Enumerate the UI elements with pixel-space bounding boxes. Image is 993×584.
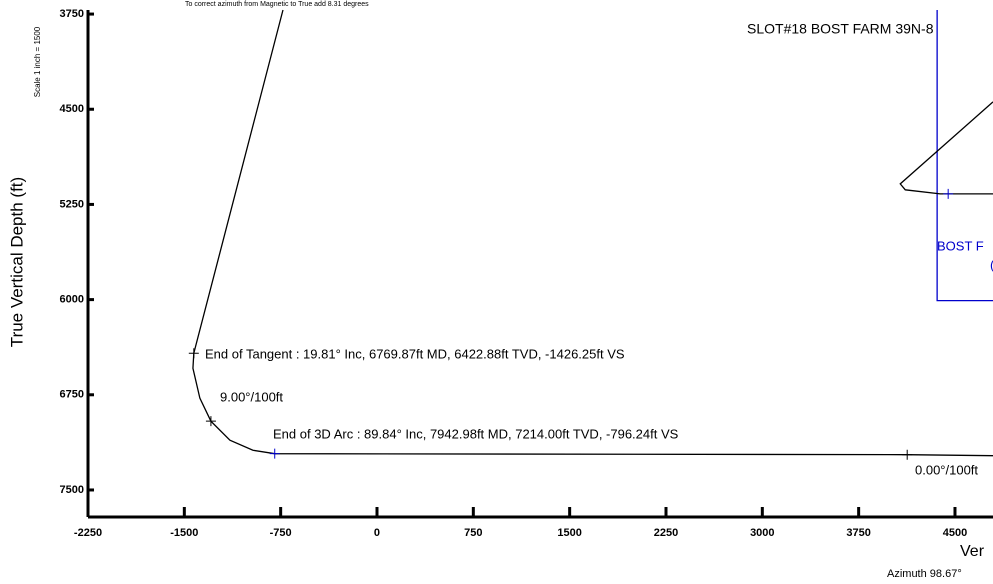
- marker: [902, 449, 913, 460]
- x-tick-label: -2250: [74, 527, 102, 539]
- y-tick-label: 4500: [60, 103, 84, 115]
- x-tick-label: 3750: [846, 527, 870, 539]
- x-tick-label: 1500: [557, 527, 581, 539]
- annotation: End of Tangent : 19.81° Inc, 6769.87ft M…: [205, 346, 625, 361]
- annotation: 9.00°/100ft: [220, 389, 283, 404]
- note: To correct azimuth from Magnetic to True…: [185, 1, 369, 8]
- x-tick-label: 2250: [654, 527, 678, 539]
- annotation: 0.00°/100ft: [915, 462, 978, 477]
- annotation: End of 3D Arc : 89.84° Inc, 7942.98ft MD…: [273, 426, 679, 441]
- scale-label: Scale 1 inch = 1500: [33, 26, 42, 97]
- x-axis-label: Ver: [960, 543, 985, 560]
- well-path: [192, 9, 993, 457]
- annotation: BOST F: [937, 238, 984, 253]
- x-tick-label: 4500: [943, 527, 967, 539]
- x-tick-label: -750: [270, 527, 292, 539]
- chart-title: SLOT#18 BOST FARM 39N-8: [747, 21, 934, 37]
- y-tick-label: 5250: [60, 198, 84, 210]
- marker: [269, 448, 280, 459]
- y-tick-label: 6750: [60, 389, 84, 401]
- y-tick-label: 3750: [60, 8, 84, 20]
- y-axis-label: True Vertical Depth (ft): [7, 177, 26, 347]
- x-tick-label: 0: [374, 527, 380, 539]
- x-tick-label: 3000: [750, 527, 774, 539]
- well-path: [936, 10, 993, 302]
- annotation: (: [990, 257, 993, 272]
- x-tick-label: -1500: [170, 527, 198, 539]
- marker: [188, 348, 199, 359]
- marker: [943, 188, 954, 199]
- well-path: [899, 101, 993, 195]
- y-tick-label: 7500: [60, 484, 84, 496]
- y-tick-label: 6000: [60, 294, 84, 306]
- azimuth-label: Azimuth 98.67°: [887, 568, 962, 580]
- x-tick-label: 750: [464, 527, 482, 539]
- marker: [205, 416, 216, 427]
